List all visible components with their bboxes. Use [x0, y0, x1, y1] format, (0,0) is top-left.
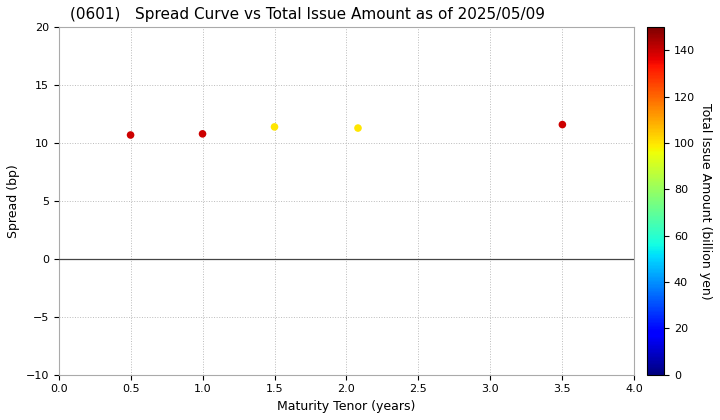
Point — [125, 131, 136, 138]
X-axis label: Maturity Tenor (years): Maturity Tenor (years) — [277, 400, 415, 413]
Point — [197, 131, 208, 137]
Y-axis label: Spread (bp): Spread (bp) — [7, 164, 20, 238]
Point — [352, 125, 364, 131]
Text: (0601)   Spread Curve vs Total Issue Amount as of 2025/05/09: (0601) Spread Curve vs Total Issue Amoun… — [70, 7, 545, 22]
Y-axis label: Total Issue Amount (billion yen): Total Issue Amount (billion yen) — [698, 103, 711, 299]
Point — [557, 121, 568, 128]
Point — [269, 123, 280, 130]
